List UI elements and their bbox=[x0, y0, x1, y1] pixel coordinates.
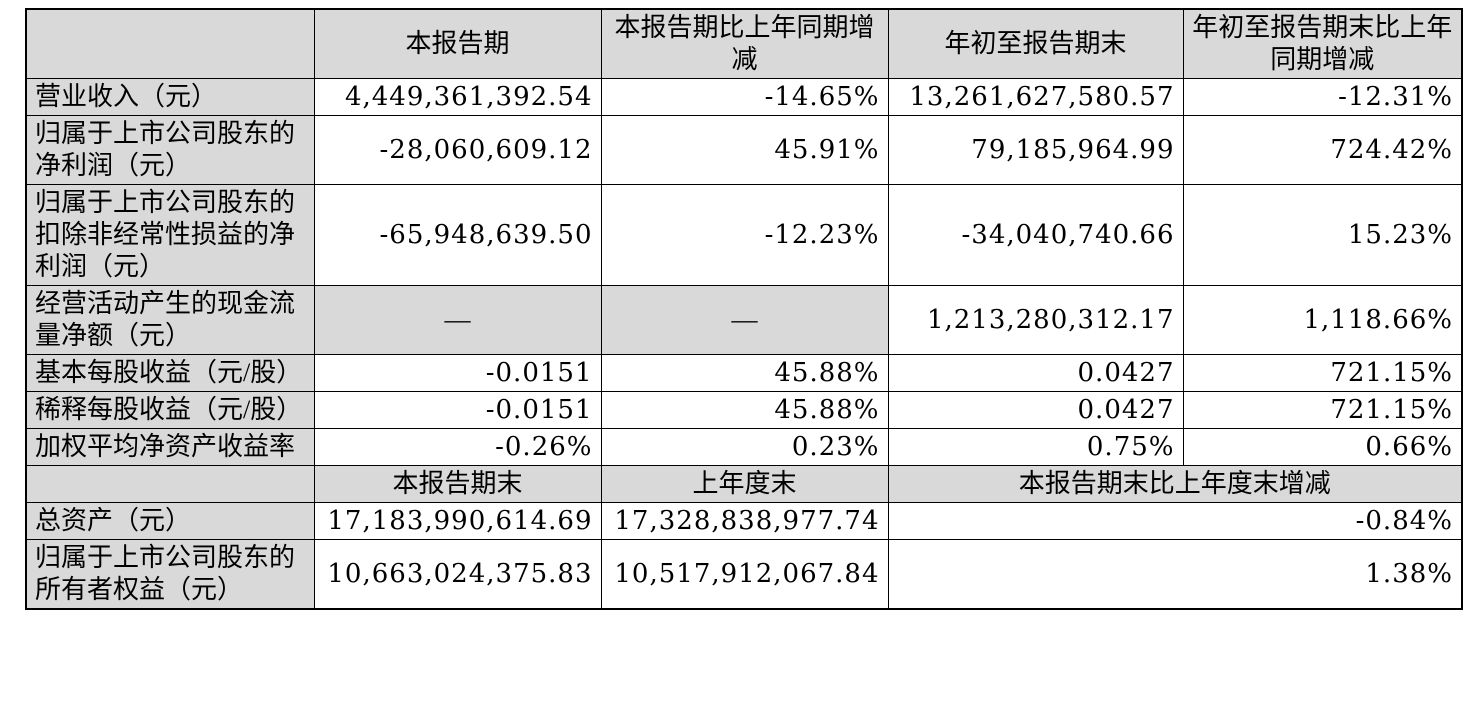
cell-current: -28,060,609.12 bbox=[313, 115, 602, 185]
table-row-weighted-avg-roe: 加权平均净资产收益率 -0.26% 0.23% 0.75% 0.66% bbox=[25, 428, 1463, 466]
cell-yoy-change: -14.65% bbox=[600, 78, 889, 116]
cell-current: -0.0151 bbox=[313, 391, 602, 429]
cell-change: -0.84% bbox=[887, 502, 1463, 540]
row-label: 总资产（元） bbox=[25, 502, 315, 540]
table-row-basic-eps: 基本每股收益（元/股） -0.0151 45.88% 0.0427 721.15… bbox=[25, 354, 1463, 392]
header-ytd-yoy: 年初至报告期末比上年同期增减 bbox=[1182, 8, 1463, 79]
cell-yoy-change: 45.91% bbox=[600, 115, 889, 185]
cell-ytd: 13,261,627,580.57 bbox=[887, 78, 1184, 116]
row-label: 归属于上市公司股东的净利润（元） bbox=[25, 115, 315, 185]
cell-change: 1.38% bbox=[887, 539, 1463, 610]
row-label: 基本每股收益（元/股） bbox=[25, 354, 315, 392]
table-row-net-profit: 归属于上市公司股东的净利润（元） -28,060,609.12 45.91% 7… bbox=[25, 115, 1463, 185]
cell-prior-year-end: 17,328,838,977.74 bbox=[600, 502, 889, 540]
cell-current: -0.0151 bbox=[313, 354, 602, 392]
row-label: 加权平均净资产收益率 bbox=[25, 428, 315, 466]
table-row-operating-cash-flow: 经营活动产生的现金流量净额（元） — — 1,213,280,312.17 1,… bbox=[25, 285, 1463, 355]
table-row-diluted-eps: 稀释每股收益（元/股） -0.0151 45.88% 0.0427 721.15… bbox=[25, 391, 1463, 429]
cell-period-end: 10,663,024,375.83 bbox=[313, 539, 602, 610]
cell-ytd: 0.0427 bbox=[887, 391, 1184, 429]
cell-yoy-change: 45.88% bbox=[600, 354, 889, 392]
row-label: 稀释每股收益（元/股） bbox=[25, 391, 315, 429]
cell-prior-year-end: 10,517,912,067.84 bbox=[600, 539, 889, 610]
cell-ytd-yoy-change: 721.15% bbox=[1182, 354, 1463, 392]
cell-yoy-change: 0.23% bbox=[600, 428, 889, 466]
header-current-period-yoy: 本报告期比上年同期增减 bbox=[600, 8, 889, 79]
cell-current: 4,449,361,392.54 bbox=[313, 78, 602, 116]
cell-yoy-change: 45.88% bbox=[600, 391, 889, 429]
financial-summary-table: 本报告期 本报告期比上年同期增减 年初至报告期末 年初至报告期末比上年同期增减 … bbox=[25, 8, 1463, 610]
cell-ytd-yoy-change: 0.66% bbox=[1182, 428, 1463, 466]
cell-ytd-yoy-change: 15.23% bbox=[1182, 184, 1463, 286]
corner-cell-mid bbox=[25, 465, 315, 503]
table-row-total-assets: 总资产（元） 17,183,990,614.69 17,328,838,977.… bbox=[25, 502, 1463, 540]
header-period-end-vs-prior: 本报告期末比上年度末增减 bbox=[887, 465, 1463, 503]
corner-cell bbox=[25, 8, 315, 79]
header-current-period: 本报告期 bbox=[313, 8, 602, 79]
cell-ytd: 0.75% bbox=[887, 428, 1184, 466]
header-row-top: 本报告期 本报告期比上年同期增减 年初至报告期末 年初至报告期末比上年同期增减 bbox=[25, 8, 1463, 79]
cell-yoy-change: -12.23% bbox=[600, 184, 889, 286]
table-row-net-profit-excl-nonrecurring: 归属于上市公司股东的扣除非经常性损益的净利润（元） -65,948,639.50… bbox=[25, 184, 1463, 286]
cell-ytd: 79,185,964.99 bbox=[887, 115, 1184, 185]
row-label: 归属于上市公司股东的扣除非经常性损益的净利润（元） bbox=[25, 184, 315, 286]
table-row-revenue: 营业收入（元） 4,449,361,392.54 -14.65% 13,261,… bbox=[25, 78, 1463, 116]
row-label: 归属于上市公司股东的所有者权益（元） bbox=[25, 539, 315, 610]
cell-current: -0.26% bbox=[313, 428, 602, 466]
row-label: 经营活动产生的现金流量净额（元） bbox=[25, 285, 315, 355]
cell-current-dash: — bbox=[313, 285, 602, 355]
header-row-mid: 本报告期末 上年度末 本报告期末比上年度末增减 bbox=[25, 465, 1463, 503]
header-prior-year-end: 上年度末 bbox=[600, 465, 889, 503]
cell-ytd-yoy-change: -12.31% bbox=[1182, 78, 1463, 116]
cell-ytd-yoy-change: 724.42% bbox=[1182, 115, 1463, 185]
table-row-owners-equity: 归属于上市公司股东的所有者权益（元） 10,663,024,375.83 10,… bbox=[25, 539, 1463, 610]
cell-ytd: 0.0427 bbox=[887, 354, 1184, 392]
cell-ytd-yoy-change: 1,118.66% bbox=[1182, 285, 1463, 355]
cell-ytd-yoy-change: 721.15% bbox=[1182, 391, 1463, 429]
header-ytd: 年初至报告期末 bbox=[887, 8, 1184, 79]
cell-yoy-change-dash: — bbox=[600, 285, 889, 355]
cell-period-end: 17,183,990,614.69 bbox=[313, 502, 602, 540]
cell-current: -65,948,639.50 bbox=[313, 184, 602, 286]
header-period-end: 本报告期末 bbox=[313, 465, 602, 503]
row-label: 营业收入（元） bbox=[25, 78, 315, 116]
cell-ytd: 1,213,280,312.17 bbox=[887, 285, 1184, 355]
cell-ytd: -34,040,740.66 bbox=[887, 184, 1184, 286]
